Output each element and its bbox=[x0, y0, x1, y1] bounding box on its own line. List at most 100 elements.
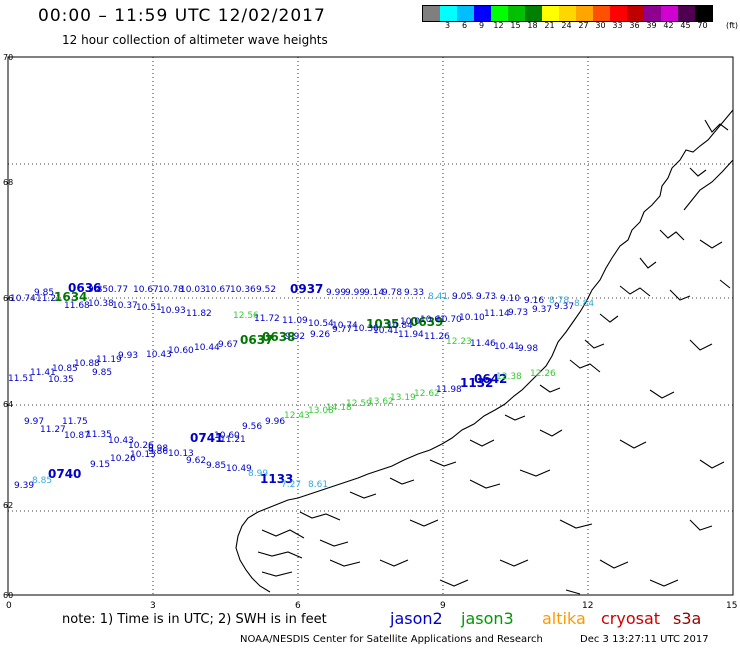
wave-height-label: 9.98 bbox=[148, 444, 168, 454]
wave-height-label: 11.27 bbox=[40, 425, 66, 435]
wave-height-label: 9.73 bbox=[508, 308, 528, 318]
wave-height-label: 8.61 bbox=[308, 480, 328, 490]
wave-height-label: 12.26 bbox=[530, 369, 556, 379]
x-tick: 3 bbox=[150, 601, 156, 611]
wave-height-label: 9.15 bbox=[90, 460, 110, 470]
color-scale-label: 70 bbox=[697, 21, 708, 30]
wave-height-label: 9.85 bbox=[34, 288, 54, 298]
credit-line: NOAA/NESDIS Center for Satellite Applica… bbox=[240, 634, 543, 645]
wave-height-label: 11.75 bbox=[62, 417, 88, 427]
color-swatch bbox=[440, 6, 457, 21]
wave-height-label: 10.85 bbox=[52, 364, 78, 374]
wave-height-label: 9.10 bbox=[500, 294, 520, 304]
color-swatch bbox=[474, 6, 491, 21]
wave-height-label: 10.67 bbox=[133, 285, 159, 295]
wave-height-label: 12.56 bbox=[233, 311, 259, 321]
color-swatch bbox=[593, 6, 610, 21]
wave-height-label: 11.51 bbox=[8, 374, 34, 384]
pass-time-label: 1133 bbox=[260, 472, 293, 486]
color-scale-label: 9 bbox=[478, 21, 485, 30]
wave-height-label: 10.36 bbox=[353, 324, 379, 334]
wave-height-label: 13.62 bbox=[368, 397, 394, 407]
wave-height-label: 9.86 bbox=[148, 447, 168, 457]
wave-height-label: 10.54 bbox=[308, 319, 334, 329]
wave-height-label: 10.38 bbox=[88, 299, 114, 309]
wave-height-label: 13.08 bbox=[308, 406, 334, 416]
color-swatch bbox=[525, 6, 542, 21]
color-scale-label: 18 bbox=[527, 21, 538, 30]
color-swatch bbox=[457, 6, 474, 21]
page-title: 00:00 – 11:59 UTC 12/02/2017 bbox=[38, 6, 326, 26]
map-grid bbox=[8, 57, 733, 595]
color-swatch bbox=[508, 6, 525, 21]
y-tick: 66 bbox=[3, 294, 14, 303]
color-scale-label: 27 bbox=[578, 21, 589, 30]
wave-height-label: 10.43 bbox=[108, 436, 134, 446]
legend-cryosat: cryosat bbox=[601, 609, 661, 628]
color-swatch bbox=[559, 6, 576, 21]
color-scale-label: 36 bbox=[629, 21, 640, 30]
wave-height-label: 10.70 bbox=[436, 315, 462, 325]
wave-height-label: 11.35 bbox=[86, 430, 112, 440]
color-swatch bbox=[491, 6, 508, 21]
wave-height-label: 9.05 bbox=[452, 292, 472, 302]
wave-height-label: 11.19 bbox=[96, 355, 122, 365]
map-frame bbox=[7, 56, 734, 596]
wave-height-label: 10.26 bbox=[128, 441, 154, 451]
wave-height-label: 10.41 bbox=[494, 342, 520, 352]
wave-height-label: 9.96 bbox=[265, 417, 285, 427]
wave-height-label: 10.26 bbox=[110, 454, 136, 464]
color-swatch bbox=[678, 6, 695, 21]
x-tick: 15 bbox=[726, 601, 738, 611]
wave-height-label: 14.18 bbox=[326, 403, 352, 413]
wave-height-label: 10.93 bbox=[160, 306, 186, 316]
wave-height-label: 9.37 bbox=[554, 302, 574, 312]
wave-height-label: 11.09 bbox=[282, 316, 308, 326]
color-scale-label: 24 bbox=[561, 21, 572, 30]
color-scale-label: 42 bbox=[663, 21, 674, 30]
y-tick: 64 bbox=[3, 400, 14, 409]
color-scale-label: 33 bbox=[612, 21, 623, 30]
color-swatch bbox=[542, 6, 559, 21]
wave-height-label: 9.85 bbox=[88, 285, 108, 295]
color-swatch bbox=[661, 6, 678, 21]
wave-height-label: 10.03 bbox=[180, 285, 206, 295]
wave-height-label: 9.98 bbox=[518, 344, 538, 354]
wave-height-label: 12.59 bbox=[346, 399, 372, 409]
wave-height-label: 10.13 bbox=[168, 449, 194, 459]
wave-height-label: 8.84 bbox=[574, 299, 594, 309]
pass-time-label: 0638 bbox=[262, 330, 295, 344]
page-subtitle: 12 hour collection of altimeter wave hei… bbox=[62, 33, 328, 47]
color-scale-unit: (ft) bbox=[726, 21, 739, 30]
wave-height-label: 10.44 bbox=[194, 343, 220, 353]
wave-height-label: 10.35 bbox=[48, 375, 74, 385]
footer-note: note: 1) Time is in UTC; 2) SWH is in fe… bbox=[62, 612, 327, 627]
color-swatch bbox=[576, 6, 593, 21]
color-scale-label: 15 bbox=[510, 21, 521, 30]
wave-height-label: 13.19 bbox=[390, 393, 416, 403]
pass-time-label: 0937 bbox=[290, 282, 323, 296]
wave-height-label: 10.87 bbox=[64, 431, 90, 441]
wave-height-label: 10.61 bbox=[420, 315, 446, 325]
y-tick: 70 bbox=[3, 53, 14, 62]
legend-jason3: jason3 bbox=[461, 609, 514, 628]
color-scale-bar bbox=[422, 5, 713, 22]
wave-height-label: 9.73 bbox=[476, 292, 496, 302]
wave-height-label: 9.99 bbox=[345, 288, 365, 298]
wave-height-label: 11.94 bbox=[398, 330, 424, 340]
wave-height-label: 11.14 bbox=[484, 309, 510, 319]
x-tick: 6 bbox=[295, 601, 301, 611]
x-tick: 12 bbox=[582, 601, 594, 611]
pass-time-label: 0637 bbox=[240, 333, 273, 347]
coastline bbox=[235, 109, 734, 595]
legend-jason2: jason2 bbox=[390, 609, 443, 628]
wave-height-label: 10.51 bbox=[136, 303, 162, 313]
wave-height-label: 8.99 bbox=[248, 469, 268, 479]
pass-time-label: 0642 bbox=[474, 372, 507, 386]
color-scale-labels: 3 6 9 12 15 18 21 24 27 30 33 36 39 42 45 70 bbox=[422, 21, 711, 30]
pass-time-label: 0636 bbox=[68, 281, 101, 295]
wave-height-label: 9.33 bbox=[404, 288, 424, 298]
pass-time-label: 1634 bbox=[54, 290, 87, 304]
y-tick: 60 bbox=[3, 591, 14, 600]
